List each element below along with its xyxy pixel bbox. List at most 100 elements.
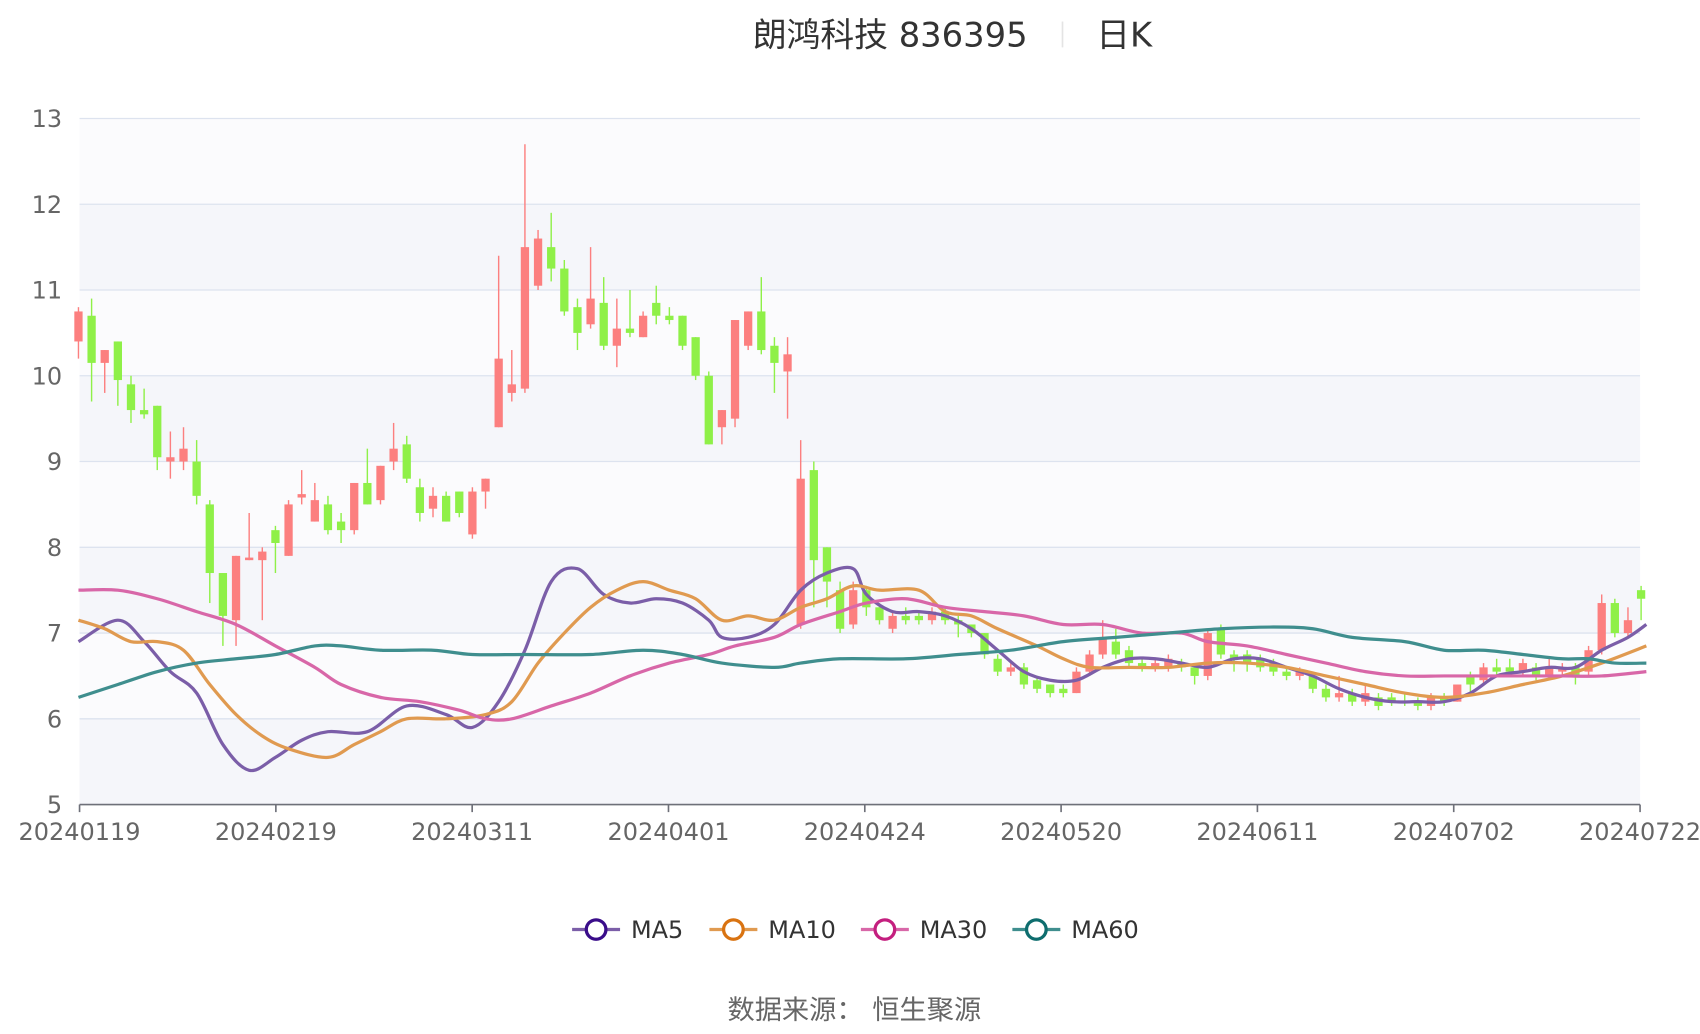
ma5-line — [77, 565, 1648, 773]
candle-up — [1203, 628, 1212, 681]
candle-body — [1466, 675, 1475, 685]
candle-body — [1229, 654, 1239, 659]
candle-body — [612, 328, 621, 346]
y-tick-label: 11 — [32, 277, 63, 305]
candle-body — [980, 633, 989, 655]
candle-body — [652, 302, 661, 316]
candle-up — [258, 547, 267, 621]
candle-body — [1137, 663, 1147, 668]
candle-up — [1623, 607, 1633, 638]
candle-up — [507, 350, 516, 402]
candle-body — [1164, 658, 1173, 668]
candle-body — [1190, 667, 1199, 676]
candle-up — [468, 487, 477, 539]
candle-body — [113, 341, 122, 381]
ma10-line — [77, 579, 1647, 760]
candle-down — [678, 315, 687, 351]
moving-averages — [77, 565, 1648, 773]
x-tick-label: 20240611 — [1196, 818, 1318, 846]
candle-body — [560, 268, 569, 312]
candle-body — [1479, 667, 1488, 681]
candle-down — [573, 298, 582, 351]
candle-down — [126, 375, 136, 423]
candle-up — [612, 298, 621, 368]
candle-body — [415, 487, 425, 513]
candle-up — [350, 482, 359, 535]
candle-down — [336, 512, 346, 544]
candle-down — [901, 607, 910, 625]
y-tick-label: 9 — [47, 448, 62, 476]
candle-down — [139, 388, 149, 419]
plot-band — [79, 290, 1641, 376]
x-tick-label: 20240702 — [1393, 818, 1515, 846]
candle-body — [678, 315, 687, 346]
candle-body — [153, 405, 162, 458]
x-tick-label: 20240219 — [215, 818, 337, 846]
candle-body — [100, 350, 109, 363]
candle-body — [166, 457, 175, 462]
candle-up — [310, 482, 319, 522]
candle-up — [1151, 658, 1160, 672]
candle-body — [875, 607, 884, 621]
candle-up — [638, 311, 648, 338]
candle-down — [1019, 663, 1029, 689]
candle-body — [796, 478, 805, 625]
candle-body — [770, 345, 779, 363]
candle-body — [1334, 693, 1344, 698]
candle-body — [1203, 633, 1212, 676]
candle-down — [1229, 650, 1239, 672]
candle-down — [363, 448, 372, 505]
candle-down — [1282, 667, 1291, 681]
candle-up — [297, 470, 306, 505]
legend-item-ma60[interactable]: MA60 — [1012, 916, 1139, 944]
candle-down — [757, 277, 766, 355]
x-tick-label: 20240722 — [1579, 818, 1700, 846]
legend-item-ma10[interactable]: MA10 — [709, 916, 836, 944]
legend-item-ma30[interactable]: MA30 — [860, 916, 988, 944]
x-axis: 20240119 20240219 20240311 20240401 20240424… — [19, 803, 1700, 846]
candle-body — [586, 298, 595, 325]
candle-down — [1492, 658, 1501, 676]
candle-up — [533, 229, 543, 291]
candle-down — [1046, 684, 1055, 698]
gridlines — [79, 117, 1641, 720]
candle-down — [323, 495, 333, 535]
x-tick-label: 20240119 — [19, 818, 141, 846]
candle-body — [402, 444, 411, 479]
candle-body — [783, 354, 792, 372]
legend-label: MA10 — [768, 916, 836, 944]
candle-body — [1321, 688, 1331, 698]
candle-body — [691, 337, 700, 376]
legend-label: MA30 — [920, 916, 988, 944]
candle-down — [1636, 585, 1646, 621]
plot-band — [79, 204, 1641, 291]
candle-up — [284, 500, 293, 556]
candle-down — [218, 573, 228, 646]
y-tick-label: 6 — [47, 706, 62, 734]
candle-body — [1545, 667, 1554, 676]
candle-down — [1348, 688, 1357, 706]
candle-down — [87, 298, 96, 402]
candle-body — [704, 375, 713, 445]
candle-down — [1124, 645, 1134, 668]
y-tick-label: 12 — [32, 191, 63, 219]
candle-up — [1006, 663, 1015, 676]
candle-body — [74, 311, 83, 342]
candle-up — [1085, 650, 1094, 676]
x-tick-label: 20240401 — [607, 818, 729, 846]
candle-up — [376, 465, 385, 505]
plot-background — [79, 118, 1641, 805]
y-axis: 5 6 7 8 9 10 11 12 13 — [32, 105, 63, 819]
candle-body — [1085, 654, 1094, 672]
plot-band — [79, 375, 1641, 462]
legend-item-ma5[interactable]: MA5 — [572, 916, 683, 944]
ma30-line — [78, 587, 1647, 722]
candle-body — [442, 495, 451, 522]
candle-body — [1046, 684, 1055, 694]
candle-body — [1531, 667, 1541, 676]
candle-body — [547, 247, 556, 269]
candle-body — [126, 384, 136, 411]
candle-up — [1479, 663, 1488, 685]
plot-band — [79, 461, 1641, 548]
candle-body — [1282, 671, 1291, 676]
